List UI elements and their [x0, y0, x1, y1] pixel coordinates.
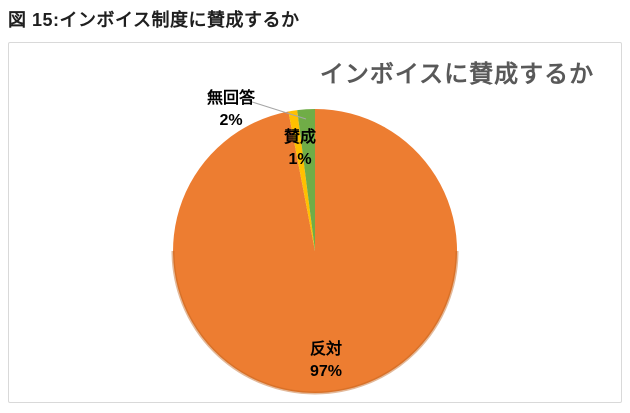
pie-label-no-answer: 無回答 2%: [171, 88, 291, 132]
pie-label-oppose-pct: 97%: [309, 363, 343, 380]
pie-slice-2: [297, 109, 315, 251]
figure-caption: 図 15:インボイス制度に賛成するか: [8, 10, 300, 30]
pie-label-agree-name: 賛成: [283, 129, 316, 146]
pie-label-oppose: 反対 97%: [266, 339, 386, 383]
pie-slice-1: [288, 110, 315, 252]
pie-label-agree-pct: 1%: [288, 151, 312, 168]
chart-frame: インボイスに賛成するか 無回答 2% 賛成 1% 反対 97%: [8, 42, 622, 403]
pie-label-no-answer-name: 無回答: [206, 90, 255, 107]
pie-chart: [171, 100, 459, 395]
pie-slice-0: [173, 109, 458, 393]
chart-title: インボイスに賛成するか: [319, 61, 595, 88]
pie-label-oppose-name: 反対: [309, 341, 342, 358]
pie-rim-shade: [171, 250, 459, 395]
pie-label-no-answer-pct: 2%: [219, 112, 243, 129]
label-leader-line: [248, 100, 307, 120]
pie-label-agree: 賛成 1%: [240, 127, 360, 171]
